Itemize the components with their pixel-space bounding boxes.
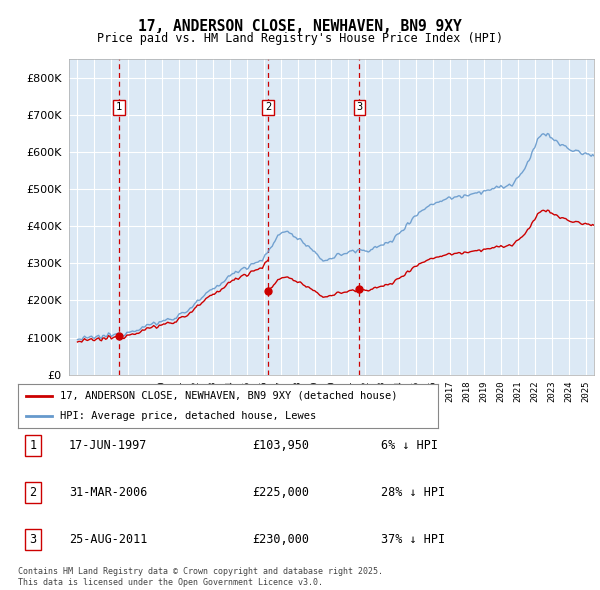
Text: 2: 2 xyxy=(265,102,271,112)
Text: 25-AUG-2011: 25-AUG-2011 xyxy=(69,533,148,546)
Text: 3: 3 xyxy=(356,102,362,112)
Text: 1: 1 xyxy=(29,439,37,452)
Text: 17, ANDERSON CLOSE, NEWHAVEN, BN9 9XY: 17, ANDERSON CLOSE, NEWHAVEN, BN9 9XY xyxy=(138,19,462,34)
Text: 28% ↓ HPI: 28% ↓ HPI xyxy=(381,486,445,499)
Text: 37% ↓ HPI: 37% ↓ HPI xyxy=(381,533,445,546)
Text: 17-JUN-1997: 17-JUN-1997 xyxy=(69,439,148,452)
Text: £230,000: £230,000 xyxy=(252,533,309,546)
Text: Contains HM Land Registry data © Crown copyright and database right 2025.
This d: Contains HM Land Registry data © Crown c… xyxy=(18,568,383,586)
Text: 17, ANDERSON CLOSE, NEWHAVEN, BN9 9XY (detached house): 17, ANDERSON CLOSE, NEWHAVEN, BN9 9XY (d… xyxy=(60,391,398,401)
Text: Price paid vs. HM Land Registry's House Price Index (HPI): Price paid vs. HM Land Registry's House … xyxy=(97,32,503,45)
Text: 6% ↓ HPI: 6% ↓ HPI xyxy=(381,439,438,452)
Text: 3: 3 xyxy=(29,533,37,546)
Text: £103,950: £103,950 xyxy=(252,439,309,452)
Text: 1: 1 xyxy=(116,102,122,112)
Text: 2: 2 xyxy=(29,486,37,499)
Text: £225,000: £225,000 xyxy=(252,486,309,499)
Text: 31-MAR-2006: 31-MAR-2006 xyxy=(69,486,148,499)
Text: HPI: Average price, detached house, Lewes: HPI: Average price, detached house, Lewe… xyxy=(60,411,316,421)
